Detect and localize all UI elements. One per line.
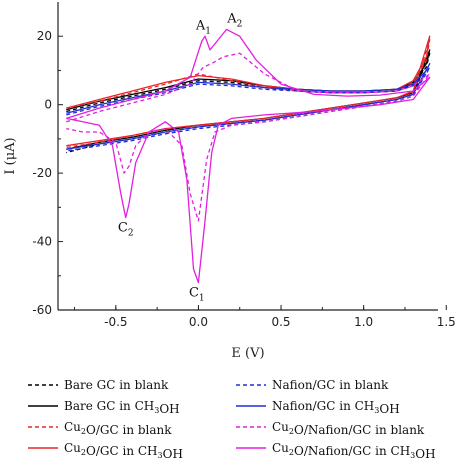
legend-label-3: Cu2O/GC in CH3OH — [64, 441, 183, 461]
series-line-6 — [66, 52, 431, 222]
x-tick-label: 0.5 — [271, 315, 290, 329]
series-line-7 — [66, 28, 431, 284]
peak-label: C2 — [118, 220, 134, 238]
legend-label-6: Cu2O/Nafion/GC in blank — [272, 420, 425, 437]
y-tick-label: -40 — [32, 235, 52, 249]
y-tick-label: 20 — [37, 29, 52, 43]
legend-label-0: Bare GC in blank — [64, 378, 169, 392]
y-axis-title: I (μA) — [3, 137, 18, 174]
series-line-3 — [66, 35, 431, 147]
legend: Bare GC in blank Bare GC in CH3OH Cu2O/GC … — [28, 378, 436, 461]
legend-label-2: Cu2O/GC in blank — [64, 420, 172, 437]
peak-label: A1 — [195, 18, 211, 36]
plot-area — [66, 28, 431, 284]
y-tick-label: -60 — [32, 303, 52, 317]
y-tick-label: 0 — [44, 98, 52, 112]
legend-label-4: Nafion/GC in blank — [272, 378, 389, 392]
x-tick-label: 1.0 — [354, 315, 373, 329]
y-tick-label: -20 — [32, 166, 52, 180]
peak-label: A2 — [226, 12, 242, 30]
series-line-2 — [66, 38, 431, 149]
axes: -0.5 0.0 0.5 1.0 1.5 -60 -40 -20 0 20 E (V) I (μA) — [3, 2, 456, 361]
legend-label-5: Nafion/GC in CH3OH — [272, 399, 400, 416]
x-tick-label: 1.5 — [437, 315, 456, 329]
x-tick-label: -0.5 — [104, 315, 127, 329]
legend-label-1: Bare GC in CH3OH — [64, 399, 180, 416]
series-line-4 — [66, 66, 431, 152]
series-line-5 — [66, 62, 431, 150]
peak-annotations: A1 A2 C2 C1 — [118, 12, 242, 304]
x-axis-title: E (V) — [231, 346, 264, 361]
legend-label-7: Cu2O/Nafion/GC in CH3OH — [272, 441, 436, 461]
peak-label: C1 — [189, 285, 205, 303]
x-tick-label: 0.0 — [189, 315, 208, 329]
